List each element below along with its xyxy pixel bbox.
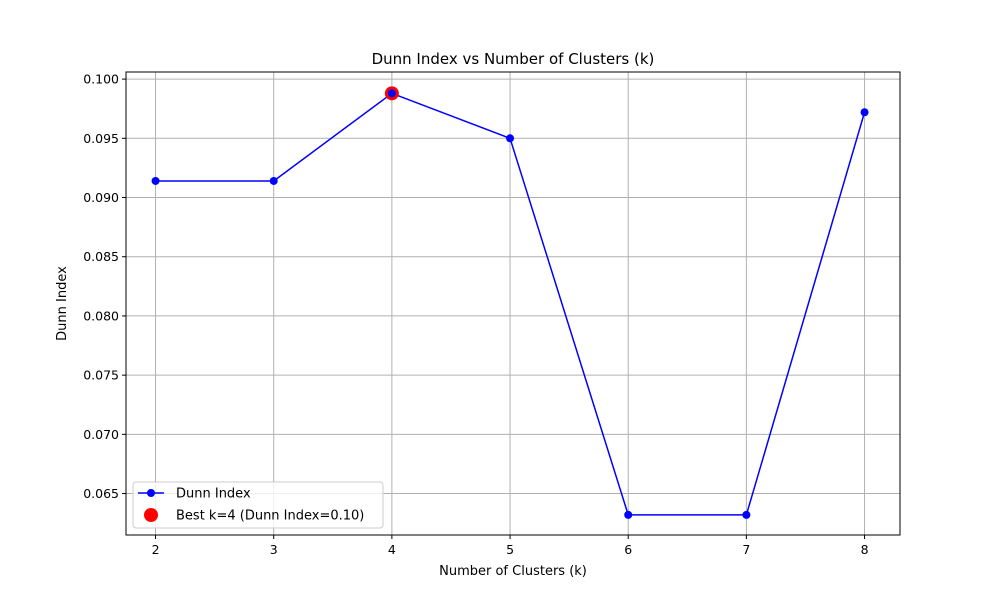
x-tick-label: 7 [742,542,750,557]
legend-box [132,481,384,529]
x-axis: 2 3 4 5 6 7 8 [152,535,869,557]
y-tick-label: 0.095 [83,131,119,146]
data-point [860,108,869,117]
y-axis: 0.065 0.070 0.075 0.080 0.085 0.090 0.095 0.100 [83,72,126,501]
x-tick-label: 4 [388,542,396,557]
y-tick-label: 0.070 [83,427,119,442]
y-tick-label: 0.080 [83,308,119,323]
legend-entry-best-k: Best k=4 (Dunn Index=0.10) [176,509,364,524]
x-tick-label: 5 [506,542,514,557]
y-axis-label: Dunn Index [55,266,70,341]
y-tick-label: 0.090 [83,190,119,205]
y-tick-label: 0.065 [83,486,119,501]
best-k-data-point [387,89,396,98]
x-tick-label: 2 [152,542,160,557]
x-tick-label: 6 [624,542,632,557]
y-tick-label: 0.100 [83,72,119,87]
x-axis-label: Number of Clusters (k) [439,564,587,579]
y-tick-label: 0.085 [83,249,119,264]
data-point [506,134,515,143]
y-tick-label: 0.075 [83,368,119,383]
legend: Dunn Index Best k=4 (Dunn Index=0.10) [132,481,384,529]
plot-frame [125,71,901,536]
data-point [269,176,278,185]
highlight-layer [384,86,399,101]
x-tick-label: 8 [861,542,869,557]
x-tick-label: 3 [270,542,278,557]
legend-entry-dunn-index: Dunn Index [176,487,251,502]
data-point [151,176,160,185]
data-point [624,510,633,519]
legend-best-marker [144,508,158,522]
data-point [742,510,751,519]
chart-title: Dunn Index vs Number of Clusters (k) [372,50,655,68]
legend-point-marker [147,489,155,497]
